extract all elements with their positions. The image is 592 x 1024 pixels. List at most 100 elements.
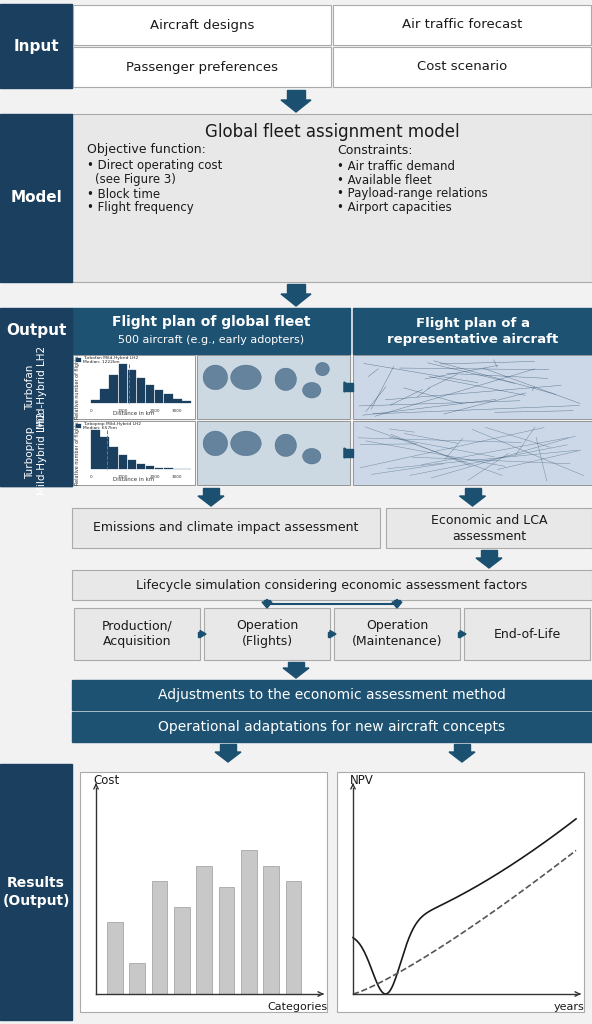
Bar xyxy=(128,370,136,402)
Text: Lifecycle simulation considering economic assessment factors: Lifecycle simulation considering economi… xyxy=(136,579,527,592)
Text: Output: Output xyxy=(6,324,66,339)
Bar xyxy=(73,421,195,485)
Bar xyxy=(101,437,109,469)
Text: Categories: Categories xyxy=(267,1002,327,1012)
Text: Emissions and climate impact assessment: Emissions and climate impact assessment xyxy=(94,521,359,535)
Ellipse shape xyxy=(303,382,321,398)
Text: 3000: 3000 xyxy=(172,409,182,413)
Text: • Flight frequency: • Flight frequency xyxy=(87,202,194,214)
Text: • Available fleet: • Available fleet xyxy=(337,173,432,186)
Bar xyxy=(91,400,100,402)
Bar xyxy=(72,508,380,548)
Text: 0: 0 xyxy=(89,409,92,413)
Text: Aircraft designs: Aircraft designs xyxy=(150,18,254,32)
Text: Model: Model xyxy=(10,190,62,206)
Bar xyxy=(334,608,460,660)
Ellipse shape xyxy=(231,431,261,456)
Bar xyxy=(353,421,592,485)
Bar xyxy=(218,887,234,994)
Bar xyxy=(0,4,72,88)
Text: • Air traffic demand: • Air traffic demand xyxy=(337,160,455,172)
Bar xyxy=(197,866,212,994)
Polygon shape xyxy=(215,752,241,762)
Bar xyxy=(464,608,590,660)
Text: • Direct operating cost: • Direct operating cost xyxy=(87,160,223,172)
Bar xyxy=(288,662,304,668)
Text: 0: 0 xyxy=(89,475,92,479)
Bar xyxy=(353,355,592,419)
Bar xyxy=(328,632,330,637)
Bar xyxy=(155,468,163,469)
Text: 1000: 1000 xyxy=(118,475,128,479)
Polygon shape xyxy=(198,496,224,506)
Text: Turbofan Mild-Hybrid LH2
Median: 1222km: Turbofan Mild-Hybrid LH2 Median: 1222km xyxy=(83,355,139,365)
Text: Adjustments to the economic assessment method: Adjustments to the economic assessment m… xyxy=(158,688,506,702)
Bar xyxy=(333,5,591,45)
Text: Production/
Acquisition: Production/ Acquisition xyxy=(102,620,172,648)
Ellipse shape xyxy=(231,366,261,390)
Bar xyxy=(204,608,330,660)
Bar xyxy=(285,881,301,994)
Ellipse shape xyxy=(275,368,297,390)
Bar xyxy=(197,421,350,485)
Text: Constraints:: Constraints: xyxy=(337,143,413,157)
Bar xyxy=(263,866,279,994)
Bar xyxy=(91,430,100,469)
Bar xyxy=(137,464,145,469)
Bar xyxy=(454,744,470,752)
Text: Results
(Output): Results (Output) xyxy=(2,877,70,907)
Polygon shape xyxy=(200,631,206,638)
Bar xyxy=(137,378,145,402)
Bar xyxy=(344,383,353,391)
Bar xyxy=(72,712,592,742)
Ellipse shape xyxy=(203,431,227,456)
Bar xyxy=(73,47,331,87)
Bar xyxy=(264,600,270,602)
Text: Flight plan of a
representative aircraft: Flight plan of a representative aircraft xyxy=(387,316,558,345)
Bar xyxy=(203,488,219,496)
Bar xyxy=(386,508,592,548)
Text: Turboprop
Mild-Hybrid LH2: Turboprop Mild-Hybrid LH2 xyxy=(25,412,47,495)
Polygon shape xyxy=(344,382,352,392)
Ellipse shape xyxy=(303,449,321,464)
Text: Flight plan of global fleet: Flight plan of global fleet xyxy=(112,315,310,329)
Text: 500 aircraft (e.g., early adopters): 500 aircraft (e.g., early adopters) xyxy=(118,335,304,345)
Bar xyxy=(155,390,163,402)
Polygon shape xyxy=(262,602,272,608)
Bar xyxy=(333,47,591,87)
Polygon shape xyxy=(459,496,485,506)
Bar xyxy=(465,488,481,496)
Text: • Payload-range relations: • Payload-range relations xyxy=(337,187,488,201)
Bar xyxy=(164,394,172,402)
Bar xyxy=(72,308,350,354)
Bar xyxy=(0,764,72,1020)
Text: End-of-Life: End-of-Life xyxy=(493,628,561,640)
Bar xyxy=(110,375,118,402)
Ellipse shape xyxy=(203,366,227,390)
Text: Cost: Cost xyxy=(93,773,119,786)
Bar xyxy=(174,907,189,994)
Bar xyxy=(118,456,127,469)
Text: Relative number of flights: Relative number of flights xyxy=(75,421,79,484)
Bar xyxy=(73,5,331,45)
Bar xyxy=(173,398,182,402)
Bar xyxy=(76,424,81,427)
Bar xyxy=(241,850,256,994)
Polygon shape xyxy=(281,100,311,112)
Bar xyxy=(287,284,305,294)
Bar xyxy=(118,364,127,402)
Bar xyxy=(72,114,592,282)
Polygon shape xyxy=(330,631,336,638)
Bar xyxy=(458,632,460,637)
Bar xyxy=(72,680,592,710)
Text: 1000: 1000 xyxy=(118,409,128,413)
Text: Objective function:: Objective function: xyxy=(87,143,206,157)
Text: Cost scenario: Cost scenario xyxy=(417,60,507,74)
Polygon shape xyxy=(281,294,311,306)
Text: Global fleet assignment model: Global fleet assignment model xyxy=(205,123,459,141)
Bar xyxy=(287,90,305,100)
Polygon shape xyxy=(392,602,402,608)
Bar xyxy=(101,389,109,402)
Text: Distance in km: Distance in km xyxy=(113,411,155,416)
Text: Air traffic forecast: Air traffic forecast xyxy=(402,18,522,32)
